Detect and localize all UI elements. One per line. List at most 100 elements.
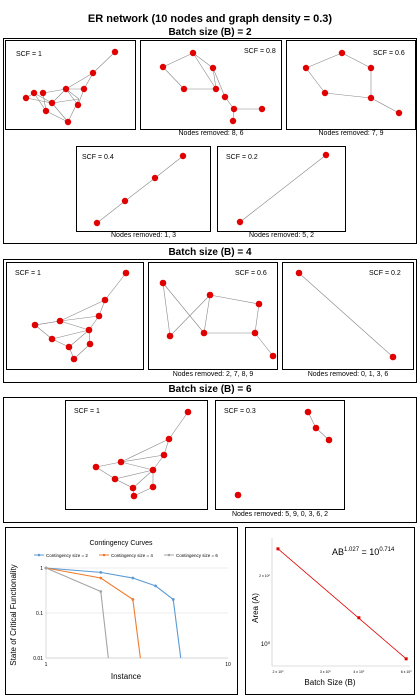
node	[80, 85, 88, 93]
data-point	[357, 616, 361, 620]
node	[206, 291, 214, 299]
node	[70, 355, 78, 363]
b2-panel-scf-08: SCF = 0.8	[140, 40, 282, 130]
node	[269, 352, 277, 360]
node	[179, 152, 187, 160]
b4-caption-3: Nodes removed: 0, 1, 3, 6	[307, 371, 389, 378]
x-tick-label: 6 x 10⁰	[401, 670, 413, 674]
node	[230, 105, 238, 113]
y-axis-label: State of Critical Functionality	[9, 564, 18, 665]
node	[56, 317, 64, 325]
x-tick-label: 10	[225, 662, 231, 668]
area-vs-batch-chart: 2 x 10⁰ 3 x 10⁰ 4 x 10⁰ 6 x 10⁰ 2 x 10⁰ 10⁰ A…	[251, 538, 412, 687]
node	[31, 321, 39, 329]
node	[42, 107, 50, 115]
data-point	[276, 547, 280, 551]
y-tick-label: 0.1	[36, 611, 43, 617]
data-point	[154, 584, 157, 588]
y-tick-label: 2 x 10⁰	[259, 574, 271, 578]
chart-series	[44, 566, 182, 659]
b2-caption-3: Nodes removed: 7, 9	[318, 130, 384, 137]
legend-label: Contingency size = 6	[176, 553, 218, 558]
node	[121, 197, 129, 205]
scf-label: SCF = 0.6	[373, 50, 405, 57]
b4-panel-scf-06: SCF = 0.6	[148, 262, 278, 370]
legend-marker	[167, 553, 171, 557]
data-point	[99, 590, 103, 593]
node	[209, 64, 217, 72]
b6-graph-1	[92, 408, 192, 500]
b2-graph-5	[236, 151, 330, 226]
area-chart-frame: 2 x 10⁰ 3 x 10⁰ 4 x 10⁰ 6 x 10⁰ 2 x 10⁰ 10⁰ A…	[245, 527, 415, 695]
node	[184, 408, 192, 416]
scf-label: SCF = 0.4	[82, 154, 114, 161]
b2-graph-1	[22, 48, 119, 126]
x-axis-label: Instance	[111, 672, 142, 681]
node	[258, 105, 266, 113]
b4-graph-2	[159, 279, 277, 360]
chart-points	[276, 547, 408, 661]
data-point	[171, 598, 175, 601]
node	[166, 332, 174, 340]
legend-marker	[37, 553, 41, 557]
node	[48, 99, 56, 107]
node	[85, 326, 93, 334]
node	[302, 64, 310, 72]
scf-label: SCF = 0.2	[369, 270, 401, 277]
node	[86, 340, 94, 348]
chart-axes: 10.10.011 10	[33, 566, 231, 668]
b2-panel-scf-02: SCF = 0.2	[217, 146, 346, 232]
node	[200, 329, 208, 337]
node	[395, 109, 403, 117]
x-tick-label: 1	[45, 662, 48, 668]
b2-graph-2	[159, 49, 266, 125]
node	[129, 484, 137, 492]
scf-label: SCF = 1	[16, 51, 42, 58]
b2-caption-5: Nodes removed: 5, 2	[249, 232, 314, 239]
b4-panel-scf-02: SCF = 0.2	[282, 262, 414, 370]
node	[236, 218, 244, 226]
figure-title: ER network (10 nodes and graph density =…	[87, 13, 333, 25]
b4-graph-3	[295, 269, 397, 361]
node	[149, 483, 157, 491]
scf-label: SCF = 0.3	[224, 408, 256, 415]
batch-6-title: Batch size (B) = 6	[168, 384, 252, 395]
b4-panel-scf-1: SCF = 1	[6, 262, 144, 370]
node	[221, 93, 229, 101]
fit-line	[277, 548, 407, 660]
y-tick-label: 10⁰	[261, 641, 271, 648]
node	[39, 89, 47, 97]
node	[338, 49, 346, 57]
node	[180, 85, 188, 93]
node	[312, 424, 320, 432]
data-point	[44, 566, 48, 570]
node	[95, 312, 103, 320]
data-point	[99, 576, 103, 580]
node	[101, 296, 109, 304]
chart-axes: 2 x 10⁰ 3 x 10⁰ 4 x 10⁰ 6 x 10⁰ 2 x 10⁰ 10⁰	[259, 538, 412, 674]
x-tick-label: 4 x 10⁰	[353, 670, 365, 674]
node	[89, 69, 97, 77]
node	[165, 435, 173, 443]
node	[160, 451, 168, 459]
chart-title: Contingency Curves	[89, 540, 153, 547]
node	[234, 491, 242, 499]
node	[122, 269, 130, 277]
data-point	[131, 598, 135, 601]
chart-grid	[46, 567, 228, 659]
x-tick-label: 2 x 10⁰	[273, 670, 285, 674]
b2-panel-scf-06: SCF = 0.6	[286, 40, 416, 130]
series-line	[45, 567, 141, 659]
node	[48, 335, 56, 343]
node	[149, 466, 157, 474]
node	[64, 118, 72, 126]
node	[325, 436, 333, 444]
b2-caption-4: Nodes removed: 1, 3	[111, 232, 176, 239]
b4-caption-2: Nodes removed: 2, 7, 8, 9	[172, 371, 254, 378]
node	[111, 48, 119, 56]
node	[74, 101, 82, 109]
node	[65, 343, 73, 351]
equation-label: AB1.027 = 100.714	[332, 547, 395, 557]
